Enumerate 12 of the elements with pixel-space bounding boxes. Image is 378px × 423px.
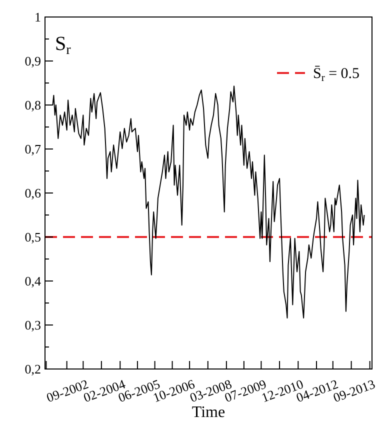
legend-label: S̄$_{r}$ = 0.5: [313, 65, 360, 84]
y-tick-label: 0,3: [24, 318, 41, 333]
y-tick-label: 0,6: [24, 186, 42, 201]
y-tick-label: 0,2: [24, 362, 41, 377]
y-tick-label: 0,5: [24, 230, 41, 245]
annotation: S$_{r}$: [55, 33, 72, 58]
y-tick-label: 0,4: [24, 274, 42, 289]
y-tick-label: 0,7: [24, 142, 42, 157]
y-tick-label: 0,9: [24, 54, 41, 69]
y-tick-label: 1: [34, 10, 41, 25]
y-tick-label: 0,8: [24, 98, 41, 113]
x-axis-title: Time: [192, 404, 226, 421]
